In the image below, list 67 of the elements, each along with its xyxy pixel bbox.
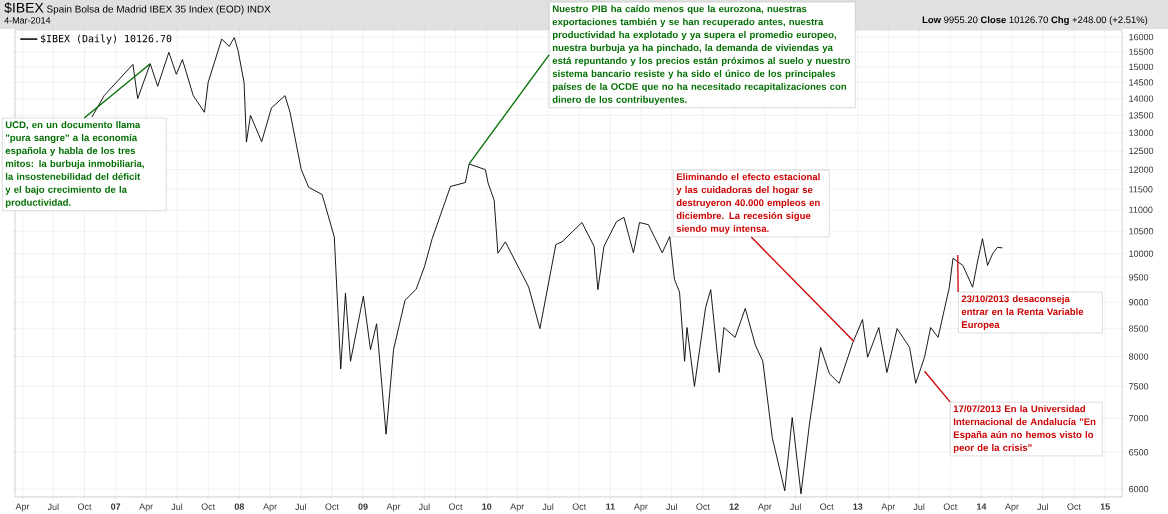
x-tick-label: Oct — [572, 503, 587, 510]
x-tick-label: Apr — [1005, 503, 1019, 512]
x-tick-label: Apr — [510, 503, 525, 512]
x-tick-label: Apr — [633, 503, 648, 512]
x-tick-label: Apr — [757, 503, 772, 512]
text: Low 9955.20 Close 10126.70 Chg +248.00 (+2.51%) — [922, 16, 1148, 26]
y-tick-label: 14500 — [1129, 79, 1154, 86]
x-tick-label: Oct — [820, 503, 834, 510]
y-tick-label: 11500 — [1129, 186, 1153, 193]
x-tick-label: Oct — [943, 503, 958, 510]
x-tick-label: Jul — [666, 503, 677, 511]
text: 4-Mar-2014 — [4, 17, 51, 24]
x-tick-label: Oct — [1067, 503, 1081, 510]
y-tick-label: 7500 — [1129, 383, 1149, 390]
y-tick-label: 16000 — [1129, 33, 1154, 41]
annotation: Eliminando el efecto estacional y las cuidadoras del hogar se destruyeron 40.000 empleos en diciembre. La recesión sigue siendo muy intensa. — [676, 173, 820, 234]
y-tick-label: 10500 — [1129, 228, 1154, 235]
y-tick-label: 9500 — [1129, 274, 1149, 281]
y-tick-label: 8500 — [1128, 325, 1149, 332]
x-tick-label: Oct — [696, 503, 710, 510]
y-tick-label: 10000 — [1129, 250, 1154, 257]
y-tick-label: 6500 — [1129, 449, 1149, 456]
annotation: UCD, en un documento llama "pura sangre" a la economía española y habla de los tres mitos: la burbuja inmobiliaria, la insostenebilidad del déficit y el bajo crecimiento de la productividad. — [5, 121, 144, 208]
x-tick-label: Oct — [325, 503, 339, 510]
y-tick-label: 15500 — [1129, 48, 1154, 55]
x-tick-label: 13 — [853, 503, 863, 510]
x-tick-label: Apr — [15, 503, 30, 512]
x-tick-label: Jul — [913, 503, 925, 511]
x-tick-label: Jul — [295, 503, 306, 511]
x-tick-label: Jul — [1037, 503, 1048, 511]
y-tick-label: 7000 — [1129, 414, 1149, 422]
y-tick-label: 15000 — [1129, 63, 1154, 70]
x-tick-label: Jul — [542, 503, 554, 511]
y-tick-label: 12500 — [1129, 147, 1154, 155]
y-tick-label: 8000 — [1128, 353, 1149, 360]
x-tick-label: Jul — [171, 503, 183, 511]
y-tick-label: 12000 — [1129, 166, 1154, 173]
annotation: Nuestro PIB ha caído menos que la eurozona, nuestras exportaciones también y se han recuperado antes, nuestra productividad ha explotado y ya supera el promedio europeo, nuestra burbuja ya ha pinchado, la demanda de viviendas ya está repuntando y los precios están próximos al suelo y nuestro sistema bancario resiste y ha sido el único de los principales países de la OCDE que no ha necesitado recapitalizaciones con dinero de los contribuyentes. — [552, 5, 851, 105]
annotation: 17/07/2013 En la Universidad Internacional de Andalucía "En España aún no hemos visto lo peor de la crisis" — [953, 405, 1096, 453]
x-tick-label: Jul — [418, 503, 430, 511]
x-tick-label: Jul — [47, 503, 59, 511]
x-tick-label: Oct — [201, 503, 216, 510]
y-tick-label: 9000 — [1129, 299, 1149, 306]
x-tick-label: Apr — [263, 503, 277, 512]
x-tick-label: Apr — [881, 503, 896, 512]
legend-label: $IBEX (Daily) 10126.70 — [40, 34, 172, 45]
x-tick-label: Jul — [790, 503, 801, 511]
chart-title: $IBEX — [4, 2, 44, 14]
y-tick-label: 13000 — [1129, 129, 1154, 136]
y-tick-label: 6000 — [1129, 486, 1149, 493]
x-tick-label: Apr — [139, 503, 153, 512]
x-tick-label: 15 — [1100, 503, 1110, 510]
x-tick-label: Oct — [448, 503, 463, 510]
x-tick-label: 08 — [234, 503, 245, 510]
annotation: 23/10/2013 desaconseja entrar en la Renta Variable Europea — [961, 295, 1084, 330]
y-tick-label: 14000 — [1129, 95, 1154, 102]
x-tick-label: 12 — [729, 503, 739, 510]
chart-subtitle: Spain Bolsa de Madrid IBEX 35 Index (EOD) INDX — [46, 5, 271, 15]
x-tick-label: 11 — [606, 503, 615, 510]
x-tick-label: Apr — [386, 503, 401, 512]
x-tick-label: 14 — [977, 503, 987, 510]
y-tick-label: 13500 — [1129, 112, 1154, 119]
x-tick-label: 10 — [482, 503, 492, 510]
x-tick-label: 09 — [358, 503, 368, 510]
y-tick-label: 11000 — [1129, 206, 1153, 213]
x-tick-label: Oct — [77, 503, 92, 510]
x-tick-label: 07 — [111, 503, 121, 510]
